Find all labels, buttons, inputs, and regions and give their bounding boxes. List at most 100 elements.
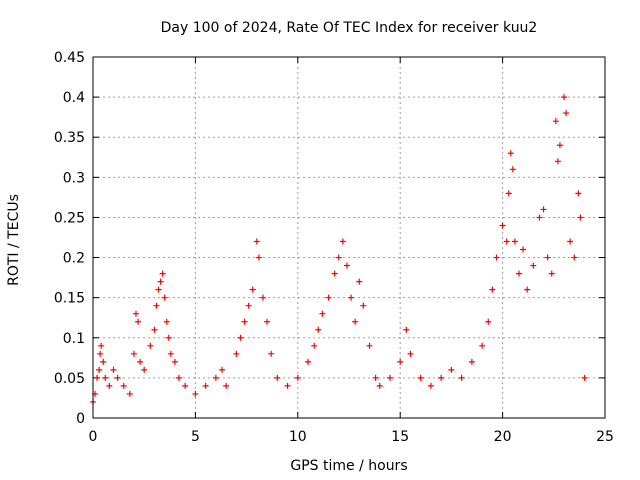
data-point <box>155 286 162 293</box>
x-axis-label: GPS time / hours <box>290 458 407 474</box>
axis-ticks: 0 0.05 0.1 0.15 0.2 0.25 0.3 0.35 0.4 0.45 0 5 10 15 2… <box>54 50 614 445</box>
data-point <box>161 294 168 301</box>
data-point <box>305 358 312 365</box>
x-tick-label: 25 <box>596 429 614 445</box>
data-point <box>468 358 475 365</box>
data-point <box>141 366 148 373</box>
data-point <box>448 366 455 373</box>
data-point <box>126 390 133 397</box>
data-point <box>493 254 500 261</box>
data-point <box>489 286 496 293</box>
data-point <box>520 246 527 253</box>
data-point <box>356 278 363 285</box>
data-point <box>563 110 570 117</box>
data-point <box>503 238 510 245</box>
data-point <box>540 206 547 213</box>
data-point <box>245 302 252 309</box>
data-point <box>241 318 248 325</box>
data-point <box>294 374 301 381</box>
y-tick-label: 0.45 <box>54 50 85 66</box>
x-tick-label: 10 <box>289 429 307 445</box>
data-point <box>544 254 551 261</box>
data-point <box>274 374 281 381</box>
data-point <box>319 310 326 317</box>
data-point <box>253 238 260 245</box>
data-point <box>135 318 142 325</box>
data-point <box>352 318 359 325</box>
data-point <box>137 358 144 365</box>
data-point <box>335 254 342 261</box>
data-point <box>479 342 486 349</box>
data-point <box>120 382 127 389</box>
data-point <box>311 342 318 349</box>
data-point <box>157 278 164 285</box>
plot-frame <box>92 56 606 419</box>
y-tick-label: 0.4 <box>63 90 85 106</box>
data-point <box>114 374 121 381</box>
data-point <box>511 238 518 245</box>
y-tick-label: 0.3 <box>63 170 85 186</box>
data-point <box>366 342 373 349</box>
data-point <box>556 142 563 149</box>
data-point <box>372 374 379 381</box>
y-tick-label: 0.05 <box>54 371 85 387</box>
data-point <box>110 366 117 373</box>
data-point <box>130 350 137 357</box>
data-point <box>167 350 174 357</box>
data-point <box>427 382 434 389</box>
data-point <box>343 262 350 269</box>
data-point <box>552 118 559 125</box>
data-point <box>94 374 101 381</box>
y-tick-label: 0.2 <box>63 251 85 267</box>
data-point <box>255 254 262 261</box>
data-point <box>554 158 561 165</box>
data-point <box>96 366 103 373</box>
data-point <box>536 214 543 221</box>
data-point <box>325 294 332 301</box>
data-point <box>284 382 291 389</box>
data-point <box>515 270 522 277</box>
data-point <box>485 318 492 325</box>
data-point <box>407 350 414 357</box>
data-point <box>106 382 113 389</box>
data-point <box>360 302 367 309</box>
data-point <box>458 374 465 381</box>
data-points <box>90 94 588 405</box>
data-point <box>171 358 178 365</box>
data-point <box>249 286 256 293</box>
data-point <box>223 382 230 389</box>
data-point <box>182 382 189 389</box>
data-point <box>561 94 568 101</box>
data-point <box>100 358 107 365</box>
data-point <box>153 302 160 309</box>
data-point <box>133 310 140 317</box>
data-point <box>348 294 355 301</box>
data-point <box>165 334 172 341</box>
data-point <box>259 294 266 301</box>
data-point <box>339 238 346 245</box>
x-tick-label: 15 <box>391 429 409 445</box>
data-point <box>524 286 531 293</box>
data-point <box>151 326 158 333</box>
data-point <box>237 334 244 341</box>
data-point <box>438 374 445 381</box>
data-point <box>507 150 514 157</box>
data-point <box>571 254 578 261</box>
data-point <box>233 350 240 357</box>
data-point <box>575 190 582 197</box>
data-point <box>417 374 424 381</box>
data-point <box>212 374 219 381</box>
data-point <box>147 342 154 349</box>
data-point <box>403 326 410 333</box>
data-point <box>98 342 105 349</box>
y-tick-label: 0.25 <box>54 210 85 226</box>
data-point <box>202 382 209 389</box>
data-point <box>505 190 512 197</box>
data-point <box>397 358 404 365</box>
data-point <box>509 166 516 173</box>
data-point <box>386 374 393 381</box>
data-point <box>331 270 338 277</box>
data-point <box>567 238 574 245</box>
y-tick-label: 0.35 <box>54 130 85 146</box>
